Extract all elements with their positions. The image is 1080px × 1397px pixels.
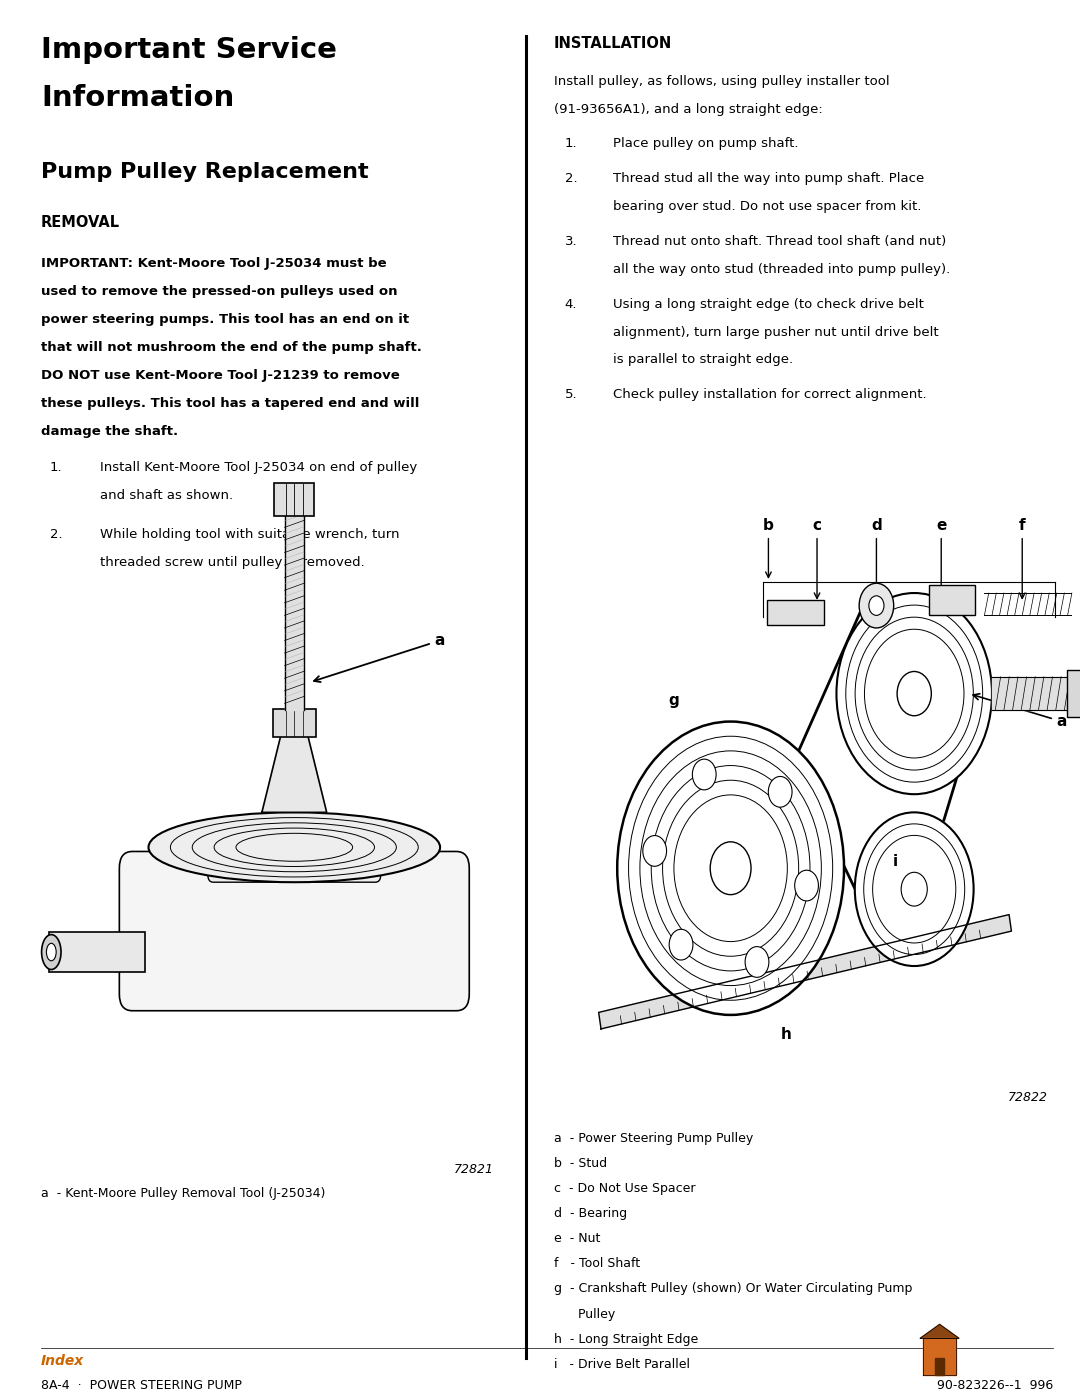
Polygon shape xyxy=(935,1358,944,1375)
Text: 90-823226--1  996: 90-823226--1 996 xyxy=(936,1379,1053,1391)
Text: 8A-4  ·  POWER STEERING PUMP: 8A-4 · POWER STEERING PUMP xyxy=(41,1379,242,1391)
Circle shape xyxy=(711,842,751,894)
Circle shape xyxy=(897,672,931,715)
Circle shape xyxy=(868,597,883,616)
Text: used to remove the pressed-on pulleys used on: used to remove the pressed-on pulleys us… xyxy=(41,285,397,298)
Text: Information: Information xyxy=(41,84,234,112)
Text: Index: Index xyxy=(41,1354,84,1368)
Text: threaded screw until pulley is removed.: threaded screw until pulley is removed. xyxy=(100,556,365,569)
Polygon shape xyxy=(598,915,1011,1030)
Text: 72822: 72822 xyxy=(1008,1091,1048,1104)
Text: a: a xyxy=(314,633,445,682)
Text: f   - Tool Shaft: f - Tool Shaft xyxy=(554,1257,640,1270)
Text: damage the shaft.: damage the shaft. xyxy=(41,425,178,437)
Text: REMOVAL: REMOVAL xyxy=(41,215,120,231)
Circle shape xyxy=(854,813,974,967)
Text: a: a xyxy=(973,694,1067,729)
Text: INSTALLATION: INSTALLATION xyxy=(554,36,672,52)
Text: 1.: 1. xyxy=(565,137,578,149)
Ellipse shape xyxy=(42,935,62,970)
Circle shape xyxy=(618,722,845,1016)
Text: Place pulley on pump shaft.: Place pulley on pump shaft. xyxy=(613,137,799,149)
Text: g: g xyxy=(669,693,679,708)
Text: c: c xyxy=(812,518,822,534)
Text: d  - Bearing: d - Bearing xyxy=(554,1207,627,1220)
Circle shape xyxy=(643,835,666,866)
Text: a  - Power Steering Pump Pulley: a - Power Steering Pump Pulley xyxy=(554,1132,753,1144)
Text: is parallel to straight edge.: is parallel to straight edge. xyxy=(613,353,794,366)
Text: 72821: 72821 xyxy=(454,1164,494,1176)
Text: Using a long straight edge (to check drive belt: Using a long straight edge (to check dri… xyxy=(613,298,924,310)
FancyBboxPatch shape xyxy=(767,601,824,626)
Text: 3.: 3. xyxy=(565,235,578,247)
Text: h: h xyxy=(780,1027,792,1042)
Text: a  - Kent-Moore Pulley Removal Tool (J-25034): a - Kent-Moore Pulley Removal Tool (J-25… xyxy=(41,1187,325,1200)
Text: (91-93656A1), and a long straight edge:: (91-93656A1), and a long straight edge: xyxy=(554,103,823,116)
Text: 5.: 5. xyxy=(565,388,578,401)
Ellipse shape xyxy=(46,943,56,961)
FancyBboxPatch shape xyxy=(207,834,381,883)
Text: Install Kent-Moore Tool J-25034 on end of pulley: Install Kent-Moore Tool J-25034 on end o… xyxy=(100,461,418,474)
FancyBboxPatch shape xyxy=(1067,671,1080,718)
Text: and shaft as shown.: and shaft as shown. xyxy=(100,489,233,502)
Text: Thread nut onto shaft. Thread tool shaft (and nut): Thread nut onto shaft. Thread tool shaft… xyxy=(613,235,947,247)
Text: IMPORTANT: Kent-Moore Tool J-25034 must be: IMPORTANT: Kent-Moore Tool J-25034 must … xyxy=(41,257,387,270)
Circle shape xyxy=(795,870,819,901)
Text: 1.: 1. xyxy=(50,461,63,474)
Text: alignment), turn large pusher nut until drive belt: alignment), turn large pusher nut until … xyxy=(613,326,940,338)
Text: b  - Stud: b - Stud xyxy=(554,1157,607,1169)
Text: 4.: 4. xyxy=(565,298,578,310)
Text: Pulley: Pulley xyxy=(554,1308,616,1320)
Text: Check pulley installation for correct alignment.: Check pulley installation for correct al… xyxy=(613,388,927,401)
Text: b: b xyxy=(762,518,774,534)
Circle shape xyxy=(670,929,693,960)
Circle shape xyxy=(859,584,894,629)
Text: g  - Crankshaft Pulley (shown) Or Water Circulating Pump: g - Crankshaft Pulley (shown) Or Water C… xyxy=(554,1282,913,1295)
Text: 2.: 2. xyxy=(565,172,578,184)
Text: While holding tool with suitable wrench, turn: While holding tool with suitable wrench,… xyxy=(100,528,400,541)
Polygon shape xyxy=(920,1324,959,1338)
Circle shape xyxy=(836,594,991,793)
FancyBboxPatch shape xyxy=(272,710,315,738)
Text: that will not mushroom the end of the pump shaft.: that will not mushroom the end of the pu… xyxy=(41,341,422,353)
Text: h  - Long Straight Edge: h - Long Straight Edge xyxy=(554,1333,699,1345)
Text: these pulleys. This tool has a tapered end and will: these pulleys. This tool has a tapered e… xyxy=(41,397,419,409)
Text: e  - Nut: e - Nut xyxy=(554,1232,600,1245)
Circle shape xyxy=(692,759,716,789)
Text: i: i xyxy=(892,854,897,869)
Polygon shape xyxy=(991,678,1067,711)
Text: 2.: 2. xyxy=(50,528,63,541)
Text: Pump Pulley Replacement: Pump Pulley Replacement xyxy=(41,162,368,182)
Ellipse shape xyxy=(149,813,441,883)
Circle shape xyxy=(768,777,792,807)
Text: Thread stud all the way into pump shaft. Place: Thread stud all the way into pump shaft.… xyxy=(613,172,924,184)
Text: DO NOT use Kent-Moore Tool J-21239 to remove: DO NOT use Kent-Moore Tool J-21239 to re… xyxy=(41,369,400,381)
FancyBboxPatch shape xyxy=(929,585,974,616)
Text: Important Service: Important Service xyxy=(41,36,337,64)
Text: i   - Drive Belt Parallel: i - Drive Belt Parallel xyxy=(554,1358,690,1370)
Circle shape xyxy=(901,872,928,907)
Text: Install pulley, as follows, using pulley installer tool: Install pulley, as follows, using pulley… xyxy=(554,75,890,88)
Text: bearing over stud. Do not use spacer from kit.: bearing over stud. Do not use spacer fro… xyxy=(613,200,922,212)
Polygon shape xyxy=(285,515,305,711)
Text: c  - Do Not Use Spacer: c - Do Not Use Spacer xyxy=(554,1182,696,1194)
FancyBboxPatch shape xyxy=(274,483,314,517)
Text: e: e xyxy=(936,518,946,534)
FancyBboxPatch shape xyxy=(50,932,146,972)
Text: f: f xyxy=(1018,518,1026,534)
Text: all the way onto stud (threaded into pump pulley).: all the way onto stud (threaded into pum… xyxy=(613,263,950,275)
Polygon shape xyxy=(923,1338,956,1375)
Circle shape xyxy=(745,947,769,978)
Text: d: d xyxy=(872,518,881,534)
Text: power steering pumps. This tool has an end on it: power steering pumps. This tool has an e… xyxy=(41,313,409,326)
FancyBboxPatch shape xyxy=(120,852,470,1011)
Polygon shape xyxy=(262,736,326,813)
